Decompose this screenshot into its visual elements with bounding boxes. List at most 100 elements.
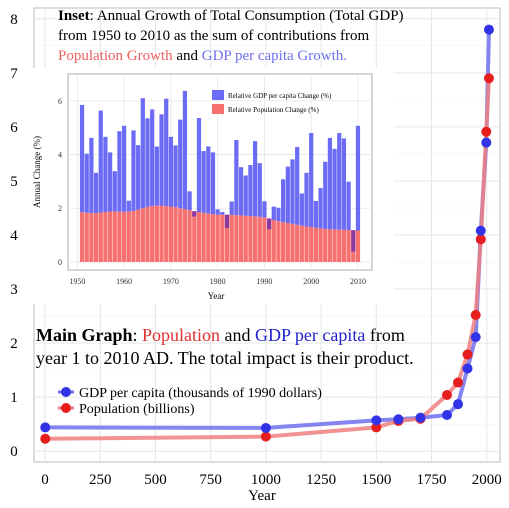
inset-bar-population (327, 229, 333, 262)
series-point-gdp (483, 24, 494, 35)
inset-bar-population (145, 206, 150, 262)
inset-y-axis: 0 2 4 6 (58, 97, 62, 267)
series-point-pop (40, 433, 51, 444)
inset-x-tick-label: 1970 (163, 277, 179, 286)
inset-bar-gdp (131, 130, 136, 211)
inset-bar-gdp (112, 171, 117, 212)
inset-bar-population (220, 214, 225, 262)
inset-y-tick-label: 2 (58, 204, 62, 213)
inset-bar-gdp (262, 201, 267, 218)
inset-bar-gdp (290, 159, 295, 224)
main-legend: GDP per capita (thousands of 1990 dollar… (58, 386, 322, 417)
inset-bar-population (89, 213, 94, 262)
inset-annotation-line3: Population Growth and GDP per capita Gro… (58, 48, 347, 64)
inset-bar-population (103, 212, 108, 262)
series-line-pop (45, 78, 491, 441)
inset-bar-population (201, 212, 206, 262)
inset-bar-population (182, 209, 188, 262)
inset-bar-population (173, 207, 178, 262)
main-annotation-pop: Population (142, 325, 220, 345)
main-y-tick-label: 3 (10, 282, 18, 298)
inset-bar-population (299, 225, 304, 262)
inset-annotation: Inset: Annual Growth of Total Consumptio… (58, 8, 404, 64)
inset-bar-population (238, 215, 244, 262)
inset-bar-population (313, 227, 318, 262)
series-point-pop (481, 126, 492, 137)
inset-bar-gdp (276, 207, 281, 222)
inset-bar-gdp (196, 118, 202, 213)
main-x-tick-label: 2000 (472, 472, 502, 488)
inset-bar-gdp (238, 167, 244, 216)
inset-bar-population (271, 220, 276, 262)
inset-bar-gdp (187, 191, 192, 211)
inset-legend-label-pop: Relative Population Change (%) (228, 106, 319, 114)
inset-bar-population (178, 208, 183, 262)
inset-bar-population (79, 212, 85, 262)
inset-bar-gdp (150, 109, 155, 207)
inset-bar-gdp (224, 214, 230, 229)
inset-bar-population (150, 206, 155, 262)
series-point-pop (475, 234, 486, 245)
main-series (40, 24, 494, 444)
inset-bar-gdp (182, 90, 188, 210)
main-x-tick-label: 1250 (306, 472, 336, 488)
inset-bar-gdp (323, 161, 328, 229)
series-point-gdp (393, 414, 404, 425)
main-x-tick-label: 750 (199, 472, 222, 488)
inset-bar-population (117, 211, 122, 262)
inset-y-tick-label: 4 (58, 151, 62, 160)
series-point-gdp (470, 332, 481, 343)
inset-bar-gdp (140, 98, 145, 209)
inset-bar-population (93, 213, 99, 262)
inset-bar-population (122, 211, 127, 262)
inset-bar-gdp (98, 110, 103, 213)
inset-bar-gdp (210, 152, 216, 215)
inset-bar-population (136, 209, 141, 262)
inset-annotation-line2: from 1950 to 2010 as the sum of contribu… (58, 28, 370, 44)
main-x-tick-label: 250 (89, 472, 112, 488)
inset-y-tick-label: 6 (58, 97, 62, 106)
inset-chart: 0 2 4 6 1950 1960 1970 1980 1990 2000 2010 Annual… (20, 68, 394, 304)
inset-legend-label-gdp: Relative GDP per capita Change (%) (228, 92, 332, 100)
main-annotation-gdp: GDP per capita (255, 325, 365, 345)
main-annotation-line2: year 1 to 2010 AD. The total impact is t… (36, 348, 414, 368)
inset-bar-population (234, 215, 239, 262)
inset-x-axis-title: Year (208, 291, 225, 301)
inset-bar-population (112, 211, 117, 262)
inset-bar-gdp (159, 114, 164, 206)
legend-pop-label: Population (billions) (79, 402, 195, 417)
inset-bar-gdp (281, 179, 286, 223)
inset-annotation-line1: Inset: Annual Growth of Total Consumptio… (58, 8, 404, 24)
inset-bar-gdp (318, 188, 323, 229)
legend-pop-marker (61, 403, 71, 413)
inset-annotation-title: : Annual Growth of Total Consumption (To… (90, 8, 404, 24)
inset-x-tick-label: 2010 (350, 277, 366, 286)
inset-bar-gdp (93, 172, 99, 214)
main-annotation-and: and (220, 325, 255, 345)
main-y-tick-label: 1 (10, 390, 18, 406)
inset-bar-population (341, 229, 347, 262)
series-point-gdp (481, 137, 492, 148)
inset-bar-population (248, 216, 253, 262)
inset-bar-population (215, 214, 220, 262)
inset-bar-population (276, 221, 281, 262)
inset-bar-population (224, 214, 230, 262)
inset-bar-population (154, 205, 159, 262)
series-point-gdp (475, 225, 486, 236)
inset-bar-gdp (267, 218, 272, 230)
legend-gdp-label: GDP per capita (thousands of 1990 dollar… (79, 386, 322, 401)
inset-bar-population (206, 213, 211, 262)
series-point-gdp (441, 409, 452, 420)
inset-bar-gdp (229, 201, 234, 215)
inset-bar-population (304, 226, 309, 262)
inset-bar-population (355, 230, 361, 262)
inset-bar-population (229, 214, 234, 262)
inset-annotation-and: and (173, 48, 202, 64)
inset-bar-gdp (257, 163, 262, 217)
main-y-tick-label: 2 (10, 336, 18, 352)
inset-bar-population (192, 211, 197, 262)
inset-bar-population (295, 224, 300, 262)
main-annotation-line1: Main Graph: Population and GDP per capit… (36, 325, 405, 345)
inset-bar-population (346, 229, 351, 262)
main-x-axis-title: Year (248, 488, 276, 504)
